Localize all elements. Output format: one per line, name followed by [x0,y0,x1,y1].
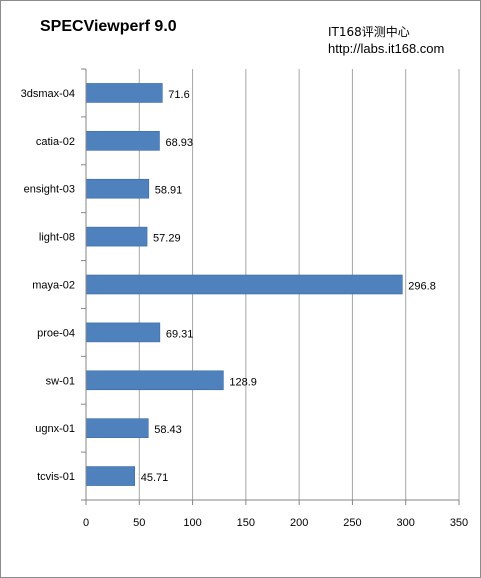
bar [85,466,136,486]
data-label: 58.43 [154,424,182,436]
x-tick-label: 0 [83,517,89,529]
bar [85,370,224,391]
x-tick-label: 350 [450,517,468,529]
x-tick-label: 300 [397,517,415,529]
bar [85,418,149,438]
data-label: 45.71 [141,472,169,484]
x-tick-label: 200 [290,517,308,529]
category-label: 3dsmax-04 [21,88,75,100]
data-label: 57.29 [153,233,181,245]
category-label: tcvis-01 [37,471,75,483]
category-label: catia-02 [36,136,75,148]
watermark-url: http://labs.it168.com [328,41,445,56]
category-label: ugnx-01 [35,423,75,435]
data-label: 58.91 [155,185,183,197]
bar [85,83,163,103]
data-label: 71.6 [168,89,189,101]
x-tick-label: 250 [343,517,361,529]
category-label: sw-01 [46,375,75,387]
data-label: 296.8 [408,281,436,293]
x-tick-label: 50 [133,517,145,529]
bar [85,226,148,247]
category-label: light-08 [39,232,75,244]
category-label: ensight-03 [24,184,75,196]
bar [85,178,150,199]
bar [85,131,160,151]
x-tick-label: 150 [237,517,255,529]
data-label: 128.9 [229,376,257,388]
watermark-lab-name: IT168评测中心 [328,25,410,39]
bar [85,322,161,343]
category-label: proe-04 [37,327,75,339]
x-tick-label: 100 [183,517,201,529]
data-label: 69.31 [166,328,194,340]
data-label: 68.93 [165,137,193,149]
category-label: maya-02 [32,280,75,292]
bar [85,274,403,295]
chart-title: SPECViewperf 9.0 [40,18,177,35]
